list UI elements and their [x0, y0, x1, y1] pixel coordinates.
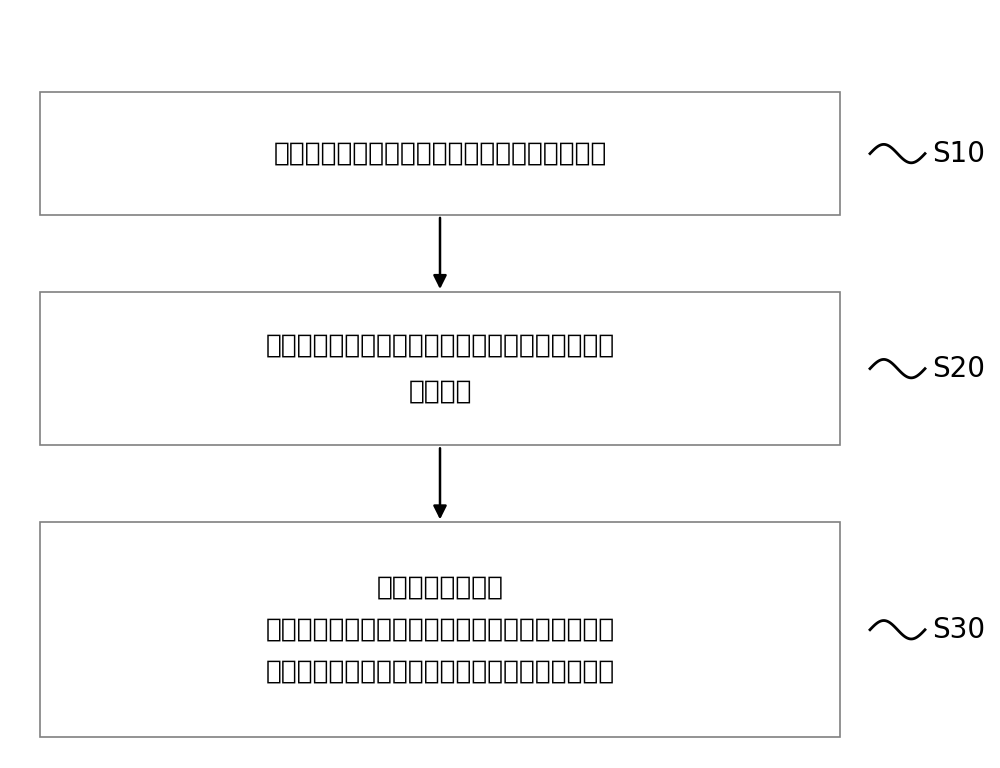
Text: 第一信号: 第一信号 — [408, 379, 472, 405]
FancyBboxPatch shape — [40, 522, 840, 737]
Text: S10: S10 — [932, 140, 985, 167]
Text: 对待分析信号进行同步挤压小波变换以去除噪声，: 对待分析信号进行同步挤压小波变换以去除噪声， — [265, 659, 615, 685]
FancyBboxPatch shape — [40, 292, 840, 445]
Text: 对经过去噪的信号小波系数进行反变换，得到去噪: 对经过去噪的信号小波系数进行反变换，得到去噪 — [265, 617, 615, 643]
FancyBboxPatch shape — [40, 92, 840, 215]
Text: 在时域上，提取待分析信号中的背景噪声信号作为: 在时域上，提取待分析信号中的背景噪声信号作为 — [265, 333, 615, 359]
Text: S30: S30 — [932, 616, 985, 644]
Text: S20: S20 — [932, 355, 985, 382]
Text: 获取预设时长的微震监测信号，作为待分析信号: 获取预设时长的微震监测信号，作为待分析信号 — [273, 141, 607, 167]
Text: 后的时域微震信号: 后的时域微震信号 — [376, 574, 504, 601]
